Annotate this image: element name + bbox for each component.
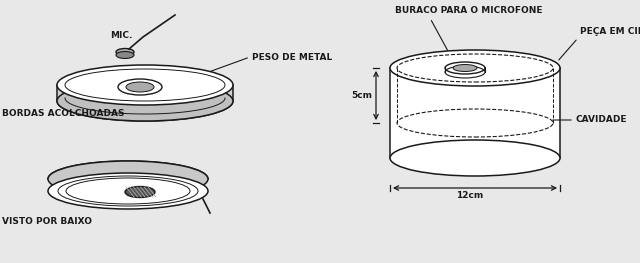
Ellipse shape xyxy=(453,64,477,72)
Text: 5cm: 5cm xyxy=(351,91,372,100)
Polygon shape xyxy=(57,85,233,121)
Polygon shape xyxy=(390,68,560,158)
Ellipse shape xyxy=(48,173,208,209)
Ellipse shape xyxy=(57,65,233,105)
Ellipse shape xyxy=(48,161,208,197)
Ellipse shape xyxy=(116,48,134,55)
Ellipse shape xyxy=(118,79,162,95)
Ellipse shape xyxy=(390,50,560,86)
Ellipse shape xyxy=(126,82,154,92)
Text: MIC.: MIC. xyxy=(110,31,132,40)
Ellipse shape xyxy=(116,52,134,58)
Text: BURACO PARA O MICROFONE: BURACO PARA O MICROFONE xyxy=(395,6,543,15)
Ellipse shape xyxy=(125,186,155,198)
Polygon shape xyxy=(48,161,208,191)
Text: CAVIDADE: CAVIDADE xyxy=(576,115,627,124)
Ellipse shape xyxy=(445,62,485,74)
Text: VISTO POR BAIXO: VISTO POR BAIXO xyxy=(2,217,92,226)
Text: BORDAS ACOLCHOADAS: BORDAS ACOLCHOADAS xyxy=(2,109,125,118)
Ellipse shape xyxy=(57,81,233,121)
Text: PESO DE METAL: PESO DE METAL xyxy=(252,53,332,62)
Ellipse shape xyxy=(390,140,560,176)
Text: 12cm: 12cm xyxy=(456,191,484,200)
Text: PEÇA EM CIMENTO: PEÇA EM CIMENTO xyxy=(580,27,640,36)
